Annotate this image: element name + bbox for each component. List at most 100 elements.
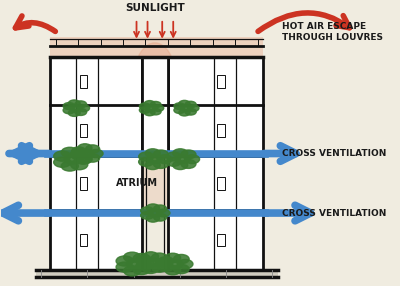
FancyArrowPatch shape — [258, 13, 350, 31]
Bar — [36, 270, 278, 277]
Ellipse shape — [61, 147, 78, 157]
Ellipse shape — [136, 103, 173, 159]
Ellipse shape — [61, 161, 78, 171]
Ellipse shape — [68, 109, 80, 116]
Ellipse shape — [143, 264, 158, 273]
Ellipse shape — [68, 100, 80, 107]
Ellipse shape — [146, 105, 156, 111]
Bar — [80, 177, 87, 190]
Ellipse shape — [137, 259, 154, 269]
Ellipse shape — [146, 204, 160, 212]
Ellipse shape — [127, 259, 143, 269]
Ellipse shape — [80, 150, 94, 157]
Text: CROSS VENTILATION: CROSS VENTILATION — [282, 149, 386, 158]
Ellipse shape — [173, 149, 188, 158]
Ellipse shape — [136, 261, 152, 270]
Ellipse shape — [185, 155, 200, 164]
Ellipse shape — [75, 108, 87, 116]
Ellipse shape — [139, 103, 150, 110]
Ellipse shape — [63, 107, 75, 114]
Ellipse shape — [166, 157, 181, 166]
Ellipse shape — [124, 266, 141, 276]
Ellipse shape — [154, 160, 168, 168]
FancyArrowPatch shape — [264, 205, 310, 221]
Ellipse shape — [185, 108, 196, 115]
Ellipse shape — [139, 157, 154, 166]
Ellipse shape — [78, 105, 90, 112]
Ellipse shape — [72, 147, 86, 155]
Ellipse shape — [138, 154, 171, 213]
Ellipse shape — [181, 105, 191, 111]
Ellipse shape — [152, 253, 167, 262]
Ellipse shape — [177, 259, 193, 269]
Ellipse shape — [143, 252, 158, 261]
Ellipse shape — [154, 66, 174, 117]
Ellipse shape — [165, 266, 181, 275]
Bar — [142, 57, 168, 156]
Ellipse shape — [54, 157, 71, 167]
Ellipse shape — [71, 160, 88, 170]
Ellipse shape — [174, 103, 185, 110]
Ellipse shape — [158, 257, 174, 266]
Bar — [217, 124, 224, 137]
Text: SUNLIGHT: SUNLIGHT — [125, 3, 185, 13]
Ellipse shape — [158, 262, 174, 271]
Ellipse shape — [155, 258, 171, 267]
Ellipse shape — [54, 151, 71, 161]
Ellipse shape — [116, 262, 133, 272]
Bar — [80, 234, 87, 246]
Ellipse shape — [185, 101, 196, 108]
Ellipse shape — [181, 160, 196, 168]
Ellipse shape — [78, 155, 92, 163]
Ellipse shape — [135, 43, 175, 108]
Ellipse shape — [146, 258, 160, 267]
Ellipse shape — [150, 102, 161, 108]
Ellipse shape — [144, 101, 155, 107]
Ellipse shape — [72, 152, 86, 160]
Ellipse shape — [145, 66, 165, 117]
FancyArrowPatch shape — [9, 146, 37, 161]
Bar — [217, 177, 224, 190]
Ellipse shape — [150, 108, 161, 115]
Ellipse shape — [75, 154, 92, 164]
FancyArrowPatch shape — [264, 146, 296, 161]
Ellipse shape — [154, 213, 167, 221]
Ellipse shape — [179, 100, 190, 107]
Ellipse shape — [188, 105, 199, 112]
Ellipse shape — [146, 214, 160, 222]
Ellipse shape — [148, 155, 162, 163]
Ellipse shape — [139, 107, 150, 113]
Ellipse shape — [136, 255, 152, 265]
Ellipse shape — [168, 260, 182, 268]
Ellipse shape — [86, 154, 100, 162]
Ellipse shape — [89, 149, 103, 158]
Ellipse shape — [71, 149, 88, 159]
Text: ATRIUM: ATRIUM — [116, 178, 158, 188]
Ellipse shape — [157, 209, 170, 217]
Ellipse shape — [174, 255, 189, 264]
Ellipse shape — [64, 154, 80, 164]
Bar — [50, 37, 263, 57]
Text: CROSS VENTILATION: CROSS VENTILATION — [282, 208, 386, 218]
Ellipse shape — [181, 150, 196, 159]
Ellipse shape — [175, 155, 190, 163]
Ellipse shape — [153, 105, 164, 111]
Ellipse shape — [63, 103, 75, 110]
Ellipse shape — [174, 107, 185, 114]
Ellipse shape — [75, 101, 87, 108]
Ellipse shape — [145, 161, 160, 170]
Ellipse shape — [173, 161, 188, 170]
Bar — [80, 75, 87, 88]
Ellipse shape — [154, 150, 168, 159]
Ellipse shape — [86, 145, 100, 153]
Ellipse shape — [179, 109, 190, 116]
Ellipse shape — [166, 152, 181, 161]
FancyArrowPatch shape — [3, 205, 49, 221]
Ellipse shape — [141, 207, 154, 214]
Bar — [168, 57, 263, 270]
Bar — [50, 57, 142, 270]
Text: HOT AIR ESCAPE
THROUGH LOUVRES: HOT AIR ESCAPE THROUGH LOUVRES — [282, 22, 382, 42]
Ellipse shape — [124, 252, 141, 262]
Ellipse shape — [149, 209, 161, 217]
Ellipse shape — [116, 256, 133, 266]
